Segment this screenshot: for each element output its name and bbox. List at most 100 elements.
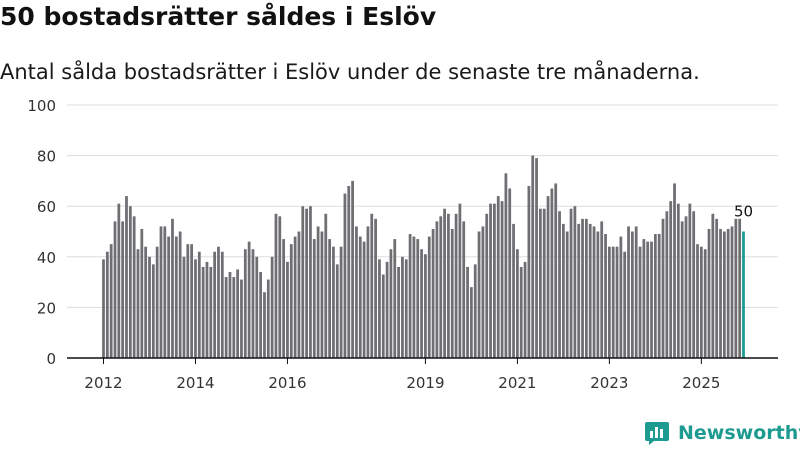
bar <box>109 244 113 358</box>
bar <box>420 249 423 358</box>
bar <box>531 155 535 358</box>
bar <box>623 251 627 358</box>
bar <box>286 261 289 358</box>
bar <box>542 208 546 358</box>
bar <box>600 221 604 358</box>
bar <box>144 246 148 358</box>
bar <box>435 221 439 358</box>
bar <box>516 249 519 358</box>
bar <box>251 249 255 358</box>
bar <box>182 256 186 358</box>
bar <box>661 218 665 358</box>
bar <box>312 239 316 358</box>
bar <box>105 251 109 358</box>
bar <box>627 226 630 358</box>
bar <box>699 246 703 358</box>
bar <box>224 277 228 358</box>
x-tick-label: 2019 <box>406 374 444 392</box>
bar <box>201 266 205 358</box>
bar <box>125 196 128 358</box>
bar <box>408 234 412 358</box>
bar <box>140 228 144 358</box>
bar <box>665 211 669 358</box>
bar <box>301 206 305 358</box>
bar <box>696 244 699 358</box>
bar <box>680 221 684 358</box>
bar <box>466 266 469 358</box>
bar <box>642 239 646 358</box>
bar <box>554 183 558 358</box>
bar <box>535 158 538 358</box>
bar <box>121 221 125 358</box>
bar <box>209 266 213 358</box>
bar <box>416 239 420 358</box>
bar <box>167 236 171 358</box>
chart-title: 50 bostadsrätter såldes i Eslöv <box>0 2 437 31</box>
bar <box>619 236 623 358</box>
bar <box>278 216 282 358</box>
bar <box>546 196 550 358</box>
bar <box>577 223 581 358</box>
bar <box>148 256 151 358</box>
bar <box>332 246 335 358</box>
y-tick-label: 60 <box>37 198 56 216</box>
bar <box>339 246 343 358</box>
bar <box>443 208 446 358</box>
bar <box>489 203 492 358</box>
bar <box>358 236 362 358</box>
bar <box>615 246 619 358</box>
bar <box>240 279 243 358</box>
bar <box>638 246 642 358</box>
bar <box>293 236 297 358</box>
y-tick-label: 100 <box>27 97 56 115</box>
bar <box>584 218 588 358</box>
bar <box>481 226 485 358</box>
bar <box>596 231 600 358</box>
bar <box>676 203 680 358</box>
bar <box>220 251 224 358</box>
bar <box>351 180 354 358</box>
bar <box>205 261 209 358</box>
bar <box>117 203 121 358</box>
bar <box>504 173 508 358</box>
bar <box>412 236 416 358</box>
bar <box>113 221 117 358</box>
bar <box>232 277 236 358</box>
newsworthy-logo: Newsworthy <box>644 420 800 446</box>
bar <box>703 249 707 358</box>
bar <box>427 236 431 358</box>
bar <box>719 228 722 358</box>
bar <box>370 213 374 358</box>
bar <box>366 226 370 358</box>
x-tick-label: 2016 <box>268 374 306 392</box>
bar <box>730 226 734 358</box>
bar <box>255 256 259 358</box>
bar <box>657 234 661 358</box>
bar <box>604 234 607 358</box>
y-tick-label: 40 <box>37 249 56 267</box>
y-tick-label: 80 <box>37 148 56 166</box>
bar <box>328 239 331 358</box>
bar <box>217 246 220 358</box>
bar <box>320 231 324 358</box>
bar <box>155 246 159 358</box>
bar <box>282 239 285 358</box>
y-tick-label: 20 <box>37 299 56 317</box>
bar <box>190 244 194 358</box>
bar <box>439 216 443 358</box>
bar <box>496 196 500 358</box>
bar <box>473 264 477 358</box>
bar <box>734 218 738 358</box>
bar <box>692 211 696 358</box>
bar <box>259 271 263 358</box>
bar <box>477 231 481 358</box>
bar <box>470 287 473 358</box>
bar <box>450 228 454 358</box>
bar <box>539 208 542 358</box>
bar <box>347 185 351 358</box>
bar <box>688 203 692 358</box>
bar <box>431 228 435 358</box>
bar <box>163 226 167 358</box>
bar <box>401 256 404 358</box>
